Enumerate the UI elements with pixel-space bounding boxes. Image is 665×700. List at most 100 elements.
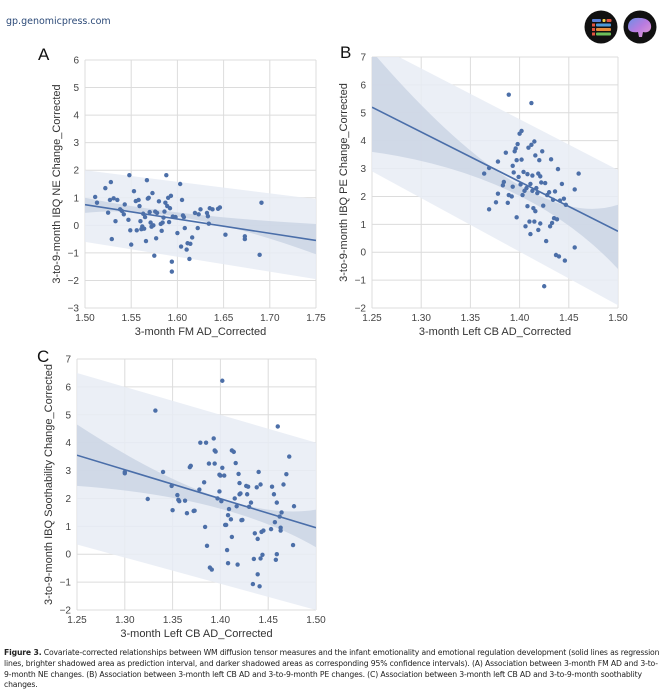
data-point [529, 142, 534, 148]
data-point [212, 461, 217, 466]
data-point [103, 185, 108, 191]
data-point [546, 190, 552, 195]
data-point [198, 440, 203, 445]
y-tick-label: −2 [355, 304, 367, 315]
data-point [549, 220, 555, 226]
data-point [213, 449, 218, 454]
y-tick-label: 1 [360, 220, 366, 231]
data-point [161, 215, 166, 220]
data-point [493, 200, 499, 205]
y-tick-label: 1 [65, 522, 71, 533]
data-point [131, 188, 137, 194]
data-point [122, 469, 128, 475]
data-point [538, 174, 543, 179]
data-point [481, 171, 487, 176]
data-point [220, 378, 225, 383]
data-point [143, 238, 149, 244]
data-point [179, 197, 185, 203]
y-tick-label: 2 [360, 192, 366, 203]
data-point [240, 517, 245, 523]
data-point [537, 157, 542, 163]
data-point [203, 440, 209, 445]
data-point [136, 197, 141, 203]
data-point [559, 181, 565, 187]
data-point [290, 542, 296, 548]
data-point [144, 177, 150, 183]
data-point [524, 185, 529, 191]
data-point [142, 214, 148, 220]
data-point [229, 534, 235, 540]
data-point [233, 460, 238, 466]
data-point [258, 482, 263, 487]
data-point [269, 484, 275, 489]
y-tick-label: 3 [73, 138, 79, 149]
data-point [159, 228, 164, 234]
site-url[interactable]: gp.genomicpress.com [6, 16, 111, 27]
data-point [500, 183, 506, 188]
data-point [521, 169, 526, 175]
data-point [210, 207, 215, 212]
data-point [226, 506, 232, 512]
x-tick-label: 1.30 [115, 615, 135, 626]
data-point [510, 163, 515, 168]
data-point [160, 220, 165, 225]
y-tick-label: 2 [65, 494, 71, 505]
y-tick-label: 7 [360, 53, 366, 64]
data-point [162, 209, 167, 214]
regression-line [77, 454, 316, 529]
x-tick-label: 1.25 [362, 313, 382, 324]
data-point [542, 284, 547, 289]
journal-logos [584, 10, 657, 44]
data-point [237, 480, 242, 486]
y-tick-label: 4 [65, 438, 71, 449]
data-point [274, 500, 280, 505]
data-point [261, 528, 266, 533]
data-point [137, 203, 142, 209]
x-axis-label: 3-month Left CB AD_Corrected [120, 628, 272, 640]
data-point [153, 236, 159, 241]
data-point [257, 252, 262, 258]
data-point [175, 492, 180, 498]
data-point [196, 212, 201, 217]
data-point [153, 408, 158, 413]
data-point [513, 146, 518, 151]
y-tick-label: 4 [360, 136, 366, 147]
panel-letter: B [340, 43, 351, 62]
data-point [533, 209, 538, 214]
data-point [189, 235, 195, 240]
y-tick-label: 7 [65, 355, 71, 366]
data-point [272, 519, 278, 525]
data-point [225, 512, 231, 518]
data-point [527, 219, 532, 224]
x-tick-label: 1.30 [411, 313, 431, 324]
x-tick-label: 1.40 [510, 313, 530, 324]
y-tick-label: −1 [355, 276, 367, 287]
data-point [258, 556, 263, 561]
plot-area [85, 170, 316, 280]
data-point [533, 153, 538, 158]
data-point [279, 510, 284, 515]
data-point [514, 215, 519, 220]
y-axis-label: 3-to-9-month IBQ Soothability Change_Cor… [43, 364, 55, 605]
data-point [217, 205, 223, 210]
data-point [224, 547, 230, 553]
data-point [202, 524, 208, 530]
data-point [576, 171, 581, 176]
data-point [164, 172, 169, 178]
data-point [245, 484, 251, 489]
data-point [486, 165, 492, 171]
data-point [166, 219, 172, 225]
data-point [217, 489, 222, 494]
data-point [486, 207, 492, 212]
data-point [556, 254, 562, 259]
y-tick-label: 6 [360, 80, 366, 91]
y-tick-label: 0 [73, 221, 79, 232]
brain-logo [623, 10, 657, 44]
data-point [535, 190, 540, 196]
data-point [518, 182, 523, 187]
data-point [218, 473, 223, 478]
data-point [505, 200, 510, 206]
data-point [530, 173, 535, 178]
data-point [223, 232, 228, 237]
x-tick-label: 1.50 [75, 313, 95, 324]
